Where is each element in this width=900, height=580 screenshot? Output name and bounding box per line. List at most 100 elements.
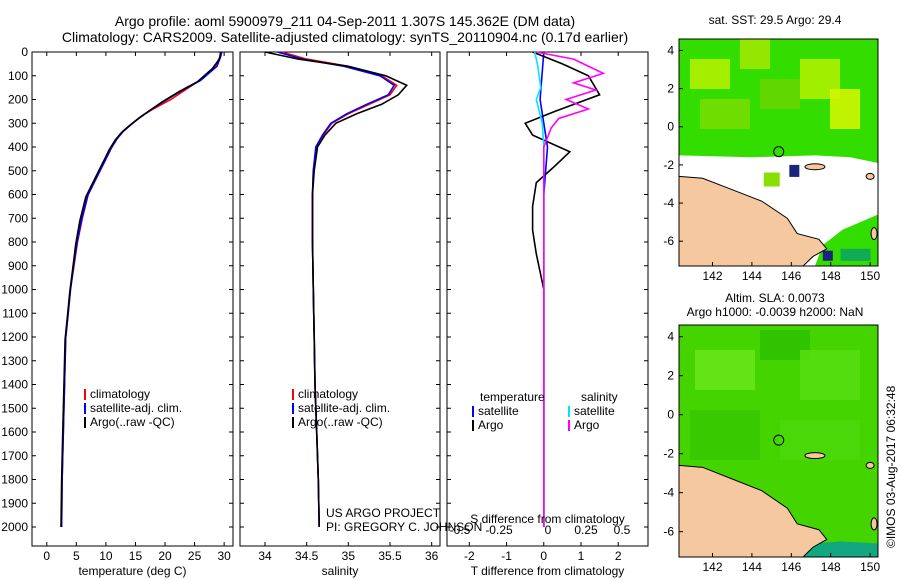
series-line-1 bbox=[60, 51, 223, 528]
legend-label: satellite bbox=[478, 404, 519, 418]
series-line-0 bbox=[281, 51, 398, 528]
x-tick-label: -2 bbox=[464, 549, 475, 563]
legend-label: climatology bbox=[298, 387, 358, 401]
ocean-texture bbox=[760, 79, 800, 109]
top-tick-label: -0.25 bbox=[485, 523, 513, 537]
series-line-2 bbox=[60, 51, 222, 528]
ocean-texture bbox=[800, 350, 860, 400]
x-tick-label: 0 bbox=[43, 549, 50, 563]
x-tick-label: 35 bbox=[342, 549, 356, 563]
top-axis-label: S difference from climatology bbox=[470, 512, 625, 526]
data-pixel bbox=[763, 172, 780, 187]
temperature-panel: 0100200300400500600700800900100011001200… bbox=[1, 45, 234, 578]
x-tick-label: 34 bbox=[258, 549, 272, 563]
map-y-tick-label: 2 bbox=[667, 82, 674, 96]
island-new-britain bbox=[870, 227, 878, 241]
map-y-tick-label: -6 bbox=[663, 234, 674, 248]
top-tick-label: 0 bbox=[545, 523, 552, 537]
map-y-tick-label: 4 bbox=[667, 330, 674, 344]
map1-title-line2: Argo h1000: -0.0039 h2000: NaN bbox=[687, 305, 864, 319]
legend-label: Argo bbox=[478, 418, 504, 432]
island bbox=[865, 172, 875, 180]
argo-float-marker bbox=[773, 146, 785, 158]
top-tick-label: -0.5 bbox=[450, 523, 471, 537]
map0-title: sat. SST: 29.5 Argo: 29.4 bbox=[709, 13, 842, 27]
map-y-tick-label: -6 bbox=[663, 525, 674, 539]
y-tick-label: 1200 bbox=[1, 330, 28, 344]
y-tick-label: 200 bbox=[8, 93, 28, 107]
series-line-1 bbox=[524, 51, 601, 527]
x-tick-label: 20 bbox=[158, 549, 172, 563]
pi-label: PI: GREGORY C. JOHNSON bbox=[326, 520, 482, 534]
legend-label: Argo(..raw -QC) bbox=[90, 415, 175, 429]
difference-panel: -2 -1 0 1 2T difference from climatology temp… bbox=[446, 51, 649, 578]
data-pixel-dark bbox=[789, 164, 800, 177]
sla-map: 142 144 146 148 150 4 2 0 -2 -4 -6 bbox=[663, 324, 880, 574]
series-line-0 bbox=[60, 51, 222, 528]
legend-header: salinity bbox=[581, 390, 618, 404]
y-tick-label: 600 bbox=[8, 188, 28, 202]
y-tick-label: 1100 bbox=[2, 306, 28, 320]
deep-water-patch bbox=[801, 541, 878, 557]
top-tick-label: 0.25 bbox=[574, 523, 598, 537]
y-tick-label: 0 bbox=[21, 45, 28, 59]
map-y-tick-label: -2 bbox=[663, 158, 674, 172]
map-y-tick-label: 0 bbox=[667, 408, 674, 422]
series-line-3 bbox=[536, 51, 606, 527]
project-label: US ARGO PROJECT bbox=[326, 506, 441, 520]
ocean-texture bbox=[695, 350, 755, 390]
figure-title-line1: Argo profile: aoml 5900979_211 04-Sep-20… bbox=[115, 13, 575, 29]
series-line-2 bbox=[534, 51, 545, 527]
ocean-texture bbox=[740, 39, 770, 69]
map-y-tick-label: -4 bbox=[663, 486, 674, 500]
map-x-tick-label: 150 bbox=[860, 269, 880, 283]
x-tick-label: 0 bbox=[540, 549, 547, 563]
x-tick-label: -1 bbox=[501, 549, 512, 563]
map-x-tick-label: 144 bbox=[742, 269, 762, 283]
map1-title-line1: Altim. SLA: 0.0073 bbox=[725, 291, 825, 305]
legend-label: satellite bbox=[574, 404, 615, 418]
ocean-texture bbox=[690, 59, 730, 89]
plot-frame bbox=[31, 51, 234, 547]
y-tick-label: 1800 bbox=[1, 473, 28, 487]
y-tick-label: 1700 bbox=[1, 449, 28, 463]
x-axis-label: temperature (deg C) bbox=[78, 564, 186, 578]
map-y-tick-label: 2 bbox=[667, 369, 674, 383]
y-tick-label: 1000 bbox=[1, 283, 28, 297]
y-tick-label: 100 bbox=[8, 69, 28, 83]
legend-label: Argo bbox=[574, 418, 600, 432]
x-tick-label: 5 bbox=[73, 549, 80, 563]
sst-map: 142 144 146 148 150 4 2 0 -2 -4 -6 bbox=[663, 38, 880, 283]
y-tick-label: 2000 bbox=[1, 520, 28, 534]
y-tick-label: 900 bbox=[8, 259, 28, 273]
x-axis-label: T difference from climatology bbox=[471, 564, 625, 578]
map-frame bbox=[678, 38, 879, 267]
x-axis-label: salinity bbox=[322, 564, 359, 578]
legend-header: temperature bbox=[480, 390, 545, 404]
map-y-tick-label: -2 bbox=[663, 447, 674, 461]
island-manus bbox=[804, 452, 826, 460]
map-x-tick-label: 142 bbox=[702, 269, 722, 283]
legend-label: climatology bbox=[90, 387, 150, 401]
map-x-tick-label: 146 bbox=[781, 560, 801, 574]
y-tick-label: 1600 bbox=[1, 425, 28, 439]
y-tick-label: 1300 bbox=[1, 354, 28, 368]
legend-label: Argo(..raw -QC) bbox=[298, 415, 383, 429]
x-tick-label: 2 bbox=[615, 549, 622, 563]
map-x-tick-label: 144 bbox=[742, 560, 762, 574]
x-tick-label: 15 bbox=[129, 549, 143, 563]
map-y-tick-label: 4 bbox=[667, 43, 674, 57]
ocean-texture bbox=[830, 89, 860, 129]
argo-float-marker bbox=[773, 434, 785, 446]
x-tick-label: 34.5 bbox=[295, 549, 319, 563]
figure-title-line2: Climatology: CARS2009. Satellite-adjuste… bbox=[62, 29, 628, 45]
x-tick-label: 30 bbox=[217, 549, 231, 563]
legend-label: satellite-adj. clim. bbox=[90, 401, 182, 415]
y-tick-label: 700 bbox=[8, 211, 28, 225]
plot-frame bbox=[446, 51, 649, 547]
y-tick-label: 1500 bbox=[1, 401, 28, 415]
y-tick-label: 300 bbox=[8, 116, 28, 130]
y-tick-label: 1900 bbox=[1, 496, 28, 510]
map-x-tick-label: 146 bbox=[781, 269, 801, 283]
